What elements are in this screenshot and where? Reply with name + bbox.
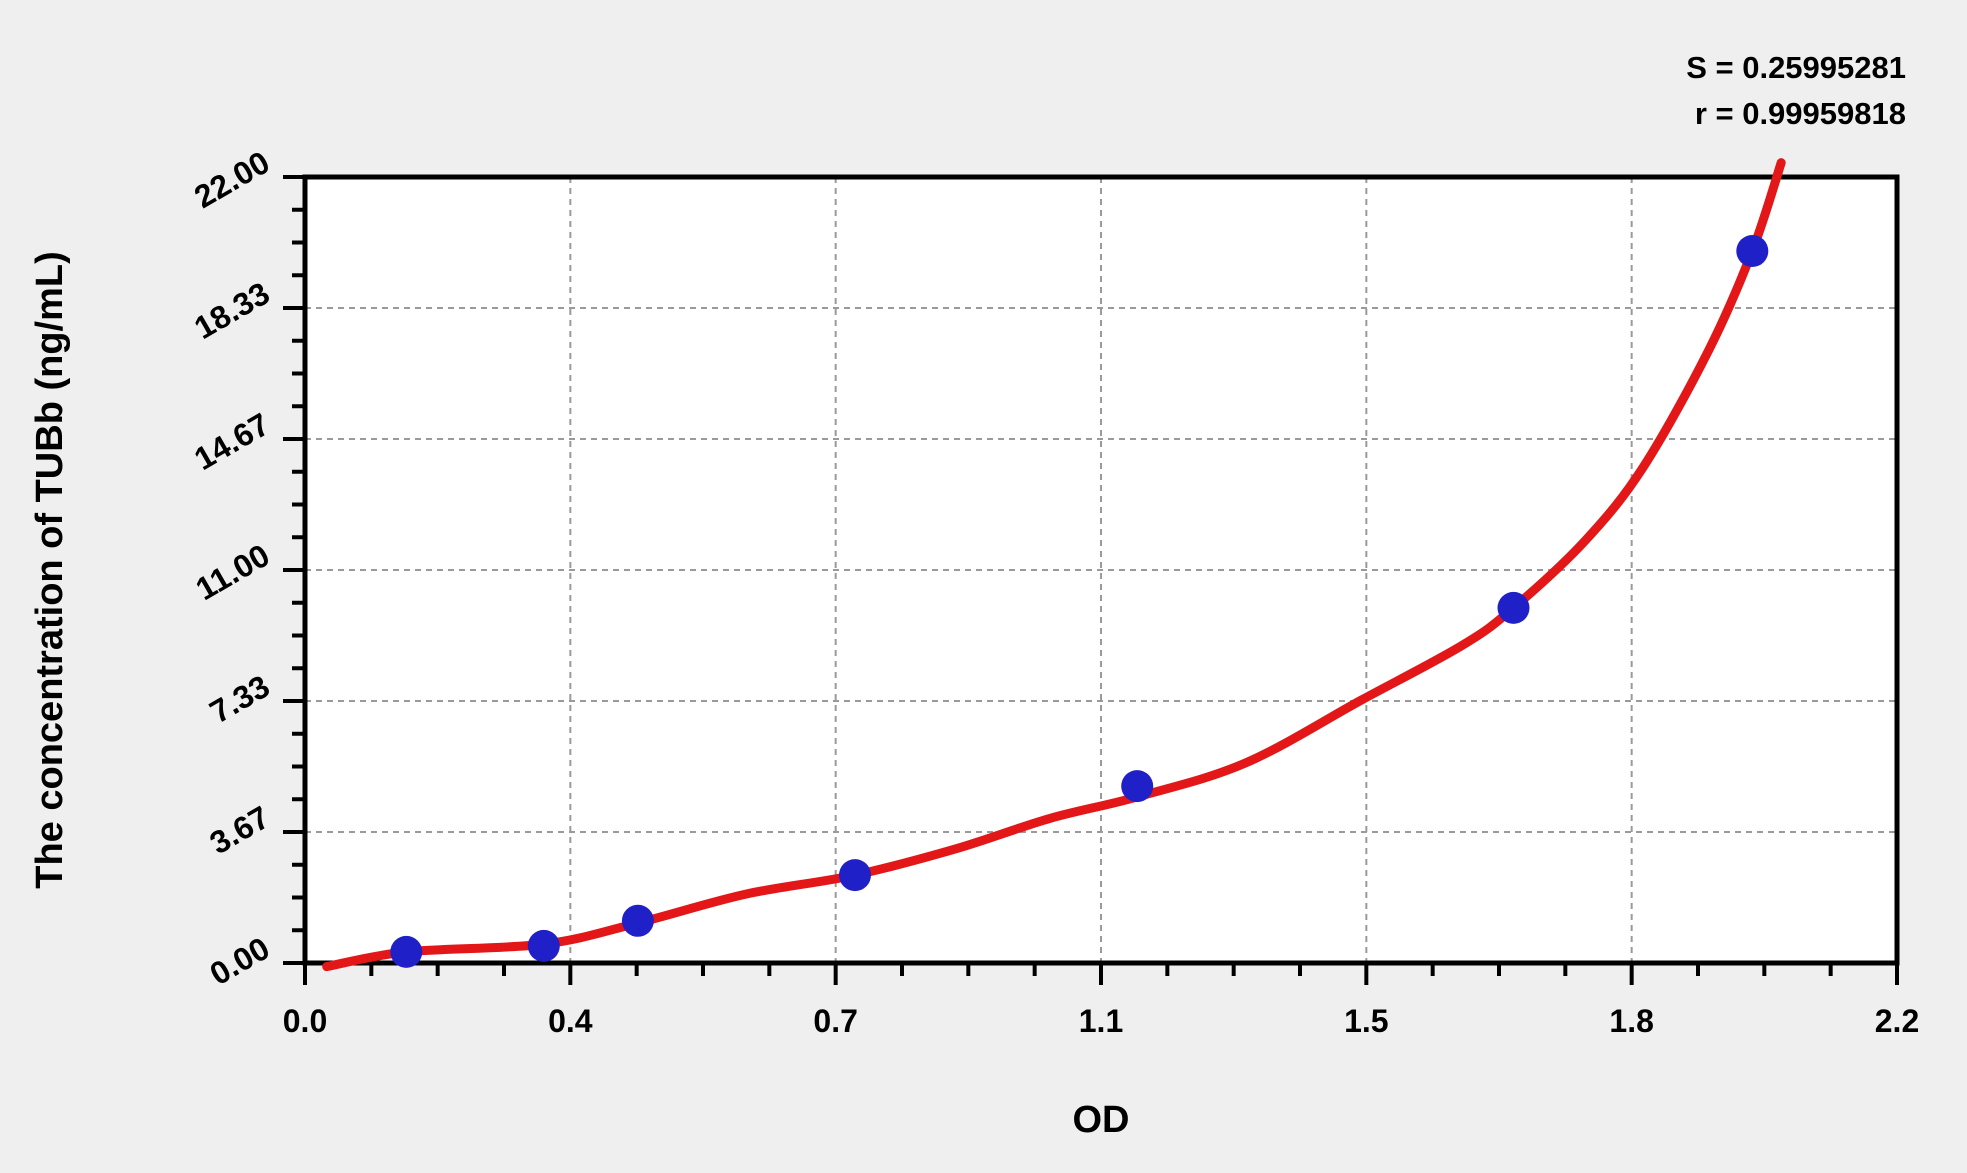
x-tick-label: 2.2 [1875, 1003, 1919, 1039]
data-point [527, 929, 560, 962]
y-tick-label: 3.67 [204, 799, 276, 861]
x-tick-label: 1.5 [1344, 1003, 1388, 1039]
data-point [1497, 591, 1530, 624]
x-tick-label: 0.7 [813, 1003, 857, 1039]
gridlines [305, 177, 1897, 963]
x-axis-title: OD [1073, 1099, 1130, 1141]
y-tick-label: 11.00 [190, 537, 276, 607]
y-tick-label: 0.00 [204, 930, 276, 992]
data-point [1736, 235, 1769, 267]
x-tick-label: 0.4 [548, 1003, 593, 1039]
y-axis-title: The concentration of TUBb (ng/mL) [29, 251, 71, 889]
data-point [1121, 770, 1154, 803]
y-tick-label: 18.33 [188, 275, 275, 346]
data-point [621, 904, 654, 937]
data-point [839, 859, 871, 892]
x-tick-label: 1.1 [1079, 1003, 1123, 1039]
x-tick-label: 0.0 [283, 1003, 327, 1039]
y-tick-label: 14.67 [188, 406, 275, 477]
data-point [390, 935, 423, 968]
plot-frame [302, 174, 1900, 966]
stat-s-value: S = 0.25995281 [1686, 50, 1906, 85]
y-tick-label: 22.00 [188, 144, 275, 215]
x-tick-label: 1.8 [1609, 1003, 1653, 1039]
stat-r-value: r = 0.99959818 [1695, 96, 1906, 131]
y-tick-label: 7.33 [204, 668, 276, 730]
data-points [390, 235, 1769, 968]
